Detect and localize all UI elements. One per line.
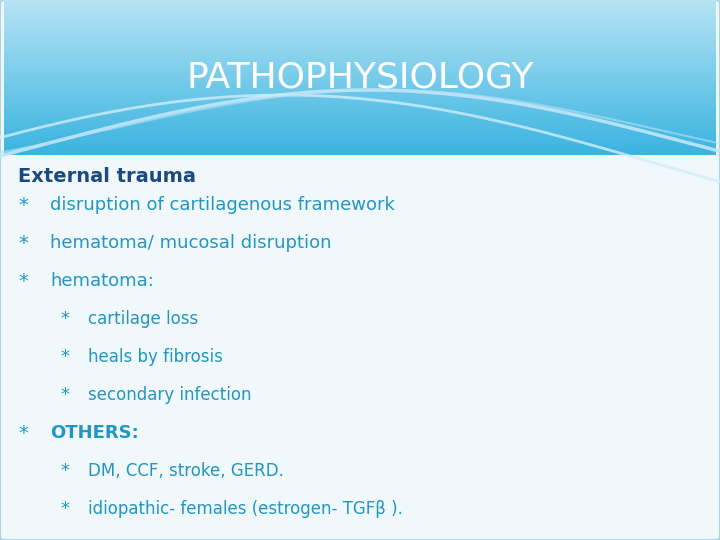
Bar: [4, 82, 716, 85]
Text: DM, CCF, stroke, GERD.: DM, CCF, stroke, GERD.: [88, 462, 284, 480]
Text: *: *: [60, 310, 69, 328]
Bar: [4, 64, 716, 67]
Bar: [4, 75, 716, 78]
Bar: [4, 23, 716, 26]
Text: *: *: [60, 462, 69, 480]
Text: hematoma:: hematoma:: [50, 272, 154, 290]
Bar: [4, 7, 716, 10]
Bar: [4, 124, 716, 126]
Bar: [4, 46, 716, 49]
Bar: [4, 129, 716, 132]
Bar: [4, 2, 716, 5]
Bar: [4, 36, 716, 39]
Bar: [4, 28, 716, 31]
Bar: [4, 12, 716, 16]
Bar: [4, 144, 716, 147]
Bar: [4, 25, 716, 29]
Bar: [4, 105, 716, 109]
Bar: [4, 15, 716, 18]
Bar: [4, 111, 716, 113]
Bar: [4, 87, 716, 90]
Bar: [4, 69, 716, 72]
Bar: [4, 131, 716, 134]
Bar: [4, 95, 716, 98]
Bar: [4, 38, 716, 42]
Bar: [4, 90, 716, 93]
Bar: [4, 18, 716, 21]
Text: *: *: [18, 195, 28, 214]
Bar: [4, 66, 716, 70]
Text: cartilage loss: cartilage loss: [88, 310, 198, 328]
Bar: [4, 126, 716, 129]
Text: heals by fibrosis: heals by fibrosis: [88, 348, 223, 366]
Bar: [4, 51, 716, 54]
Text: *: *: [18, 272, 28, 291]
Bar: [4, 116, 716, 119]
Text: *: *: [18, 423, 28, 442]
Bar: [4, 77, 716, 80]
Bar: [4, 118, 716, 122]
Bar: [4, 0, 716, 3]
Bar: [4, 141, 716, 145]
Text: hematoma/ mucosal disruption: hematoma/ mucosal disruption: [50, 234, 331, 252]
Text: OTHERS:: OTHERS:: [50, 424, 139, 442]
Bar: [4, 72, 716, 75]
Bar: [4, 98, 716, 101]
Bar: [4, 108, 716, 111]
Bar: [4, 113, 716, 116]
Text: PATHOPHYSIOLOGY: PATHOPHYSIOLOGY: [186, 60, 534, 94]
Bar: [4, 100, 716, 103]
Text: idiopathic- females (estrogen- TGFβ ).: idiopathic- females (estrogen- TGFβ ).: [88, 500, 403, 518]
Bar: [4, 152, 716, 155]
Bar: [4, 30, 716, 33]
Text: *: *: [60, 500, 69, 518]
Bar: [4, 134, 716, 137]
Bar: [4, 20, 716, 23]
Bar: [4, 79, 716, 83]
Text: *: *: [60, 348, 69, 366]
Bar: [4, 121, 716, 124]
Bar: [4, 5, 716, 8]
Bar: [4, 43, 716, 46]
Bar: [4, 10, 716, 13]
Text: External trauma: External trauma: [18, 167, 196, 186]
Text: *: *: [60, 386, 69, 404]
Bar: [4, 150, 716, 152]
Bar: [4, 54, 716, 57]
Bar: [4, 103, 716, 106]
Text: *: *: [18, 233, 28, 253]
Bar: [4, 33, 716, 36]
Bar: [4, 59, 716, 62]
Bar: [4, 56, 716, 59]
Bar: [4, 92, 716, 96]
Text: disruption of cartilagenous framework: disruption of cartilagenous framework: [50, 196, 395, 214]
Bar: [4, 62, 716, 65]
Text: secondary infection: secondary infection: [88, 386, 251, 404]
Bar: [4, 139, 716, 142]
Bar: [4, 137, 716, 139]
Bar: [4, 41, 716, 44]
Bar: [4, 85, 716, 88]
Bar: [4, 147, 716, 150]
Bar: [4, 49, 716, 52]
